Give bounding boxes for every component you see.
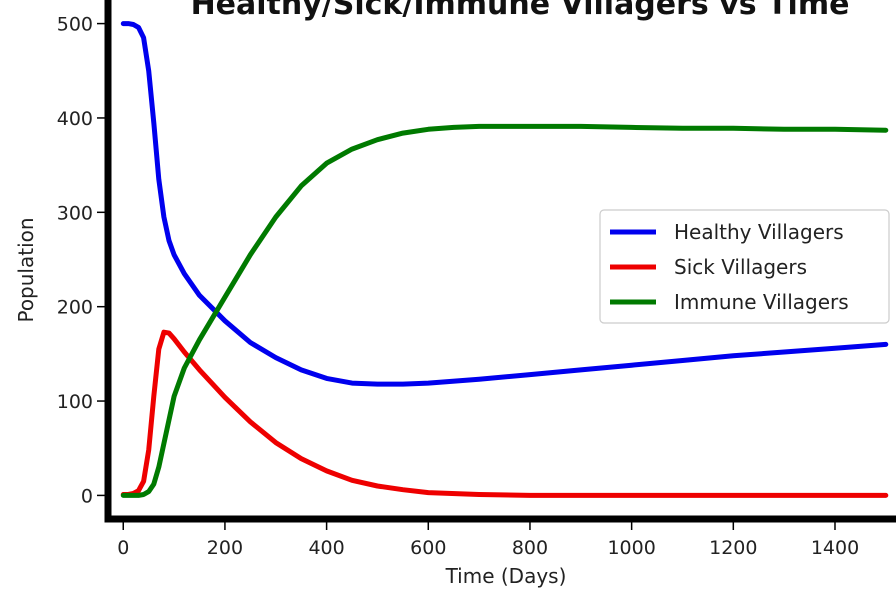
chart-title: Healthy/Sick/Immune Villagers vs Time xyxy=(191,0,850,22)
plot-frame xyxy=(104,0,896,523)
x-tick-label: 1200 xyxy=(709,537,757,559)
x-axis-label: Time (Days) xyxy=(445,564,567,588)
x-tick-label: 400 xyxy=(308,537,344,559)
legend-entry-label: Healthy Villagers xyxy=(674,220,844,244)
x-tick-label: 1000 xyxy=(607,537,655,559)
x-tick-label: 600 xyxy=(410,537,446,559)
ticks-layer: 0 200 400 600 800 1000 1200 1400 0 100 200 300 400 50… xyxy=(57,14,859,559)
y-tick-label: 100 xyxy=(57,391,93,413)
series-layer xyxy=(120,21,889,498)
series-line-1 xyxy=(120,329,889,498)
x-tick-label: 1400 xyxy=(811,537,859,559)
legend: Healthy Villagers Sick Villagers Immune Vi… xyxy=(599,209,890,324)
y-tick-label: 200 xyxy=(57,297,93,319)
series-line-2 xyxy=(120,123,889,498)
x-tick-label: 800 xyxy=(512,537,548,559)
series-line-0 xyxy=(120,21,889,387)
legend-box xyxy=(599,209,890,324)
y-tick-label: 300 xyxy=(57,202,93,224)
legend-entry-label: Immune Villagers xyxy=(674,290,849,314)
x-tick-label: 0 xyxy=(117,537,129,559)
y-tick-label: 400 xyxy=(57,108,93,130)
y-tick-label: 0 xyxy=(81,485,93,507)
x-tick-label: 200 xyxy=(207,537,243,559)
legend-entry-label: Sick Villagers xyxy=(674,255,807,279)
y-axis-label: Population xyxy=(14,217,38,322)
y-tick-label: 500 xyxy=(57,14,93,36)
